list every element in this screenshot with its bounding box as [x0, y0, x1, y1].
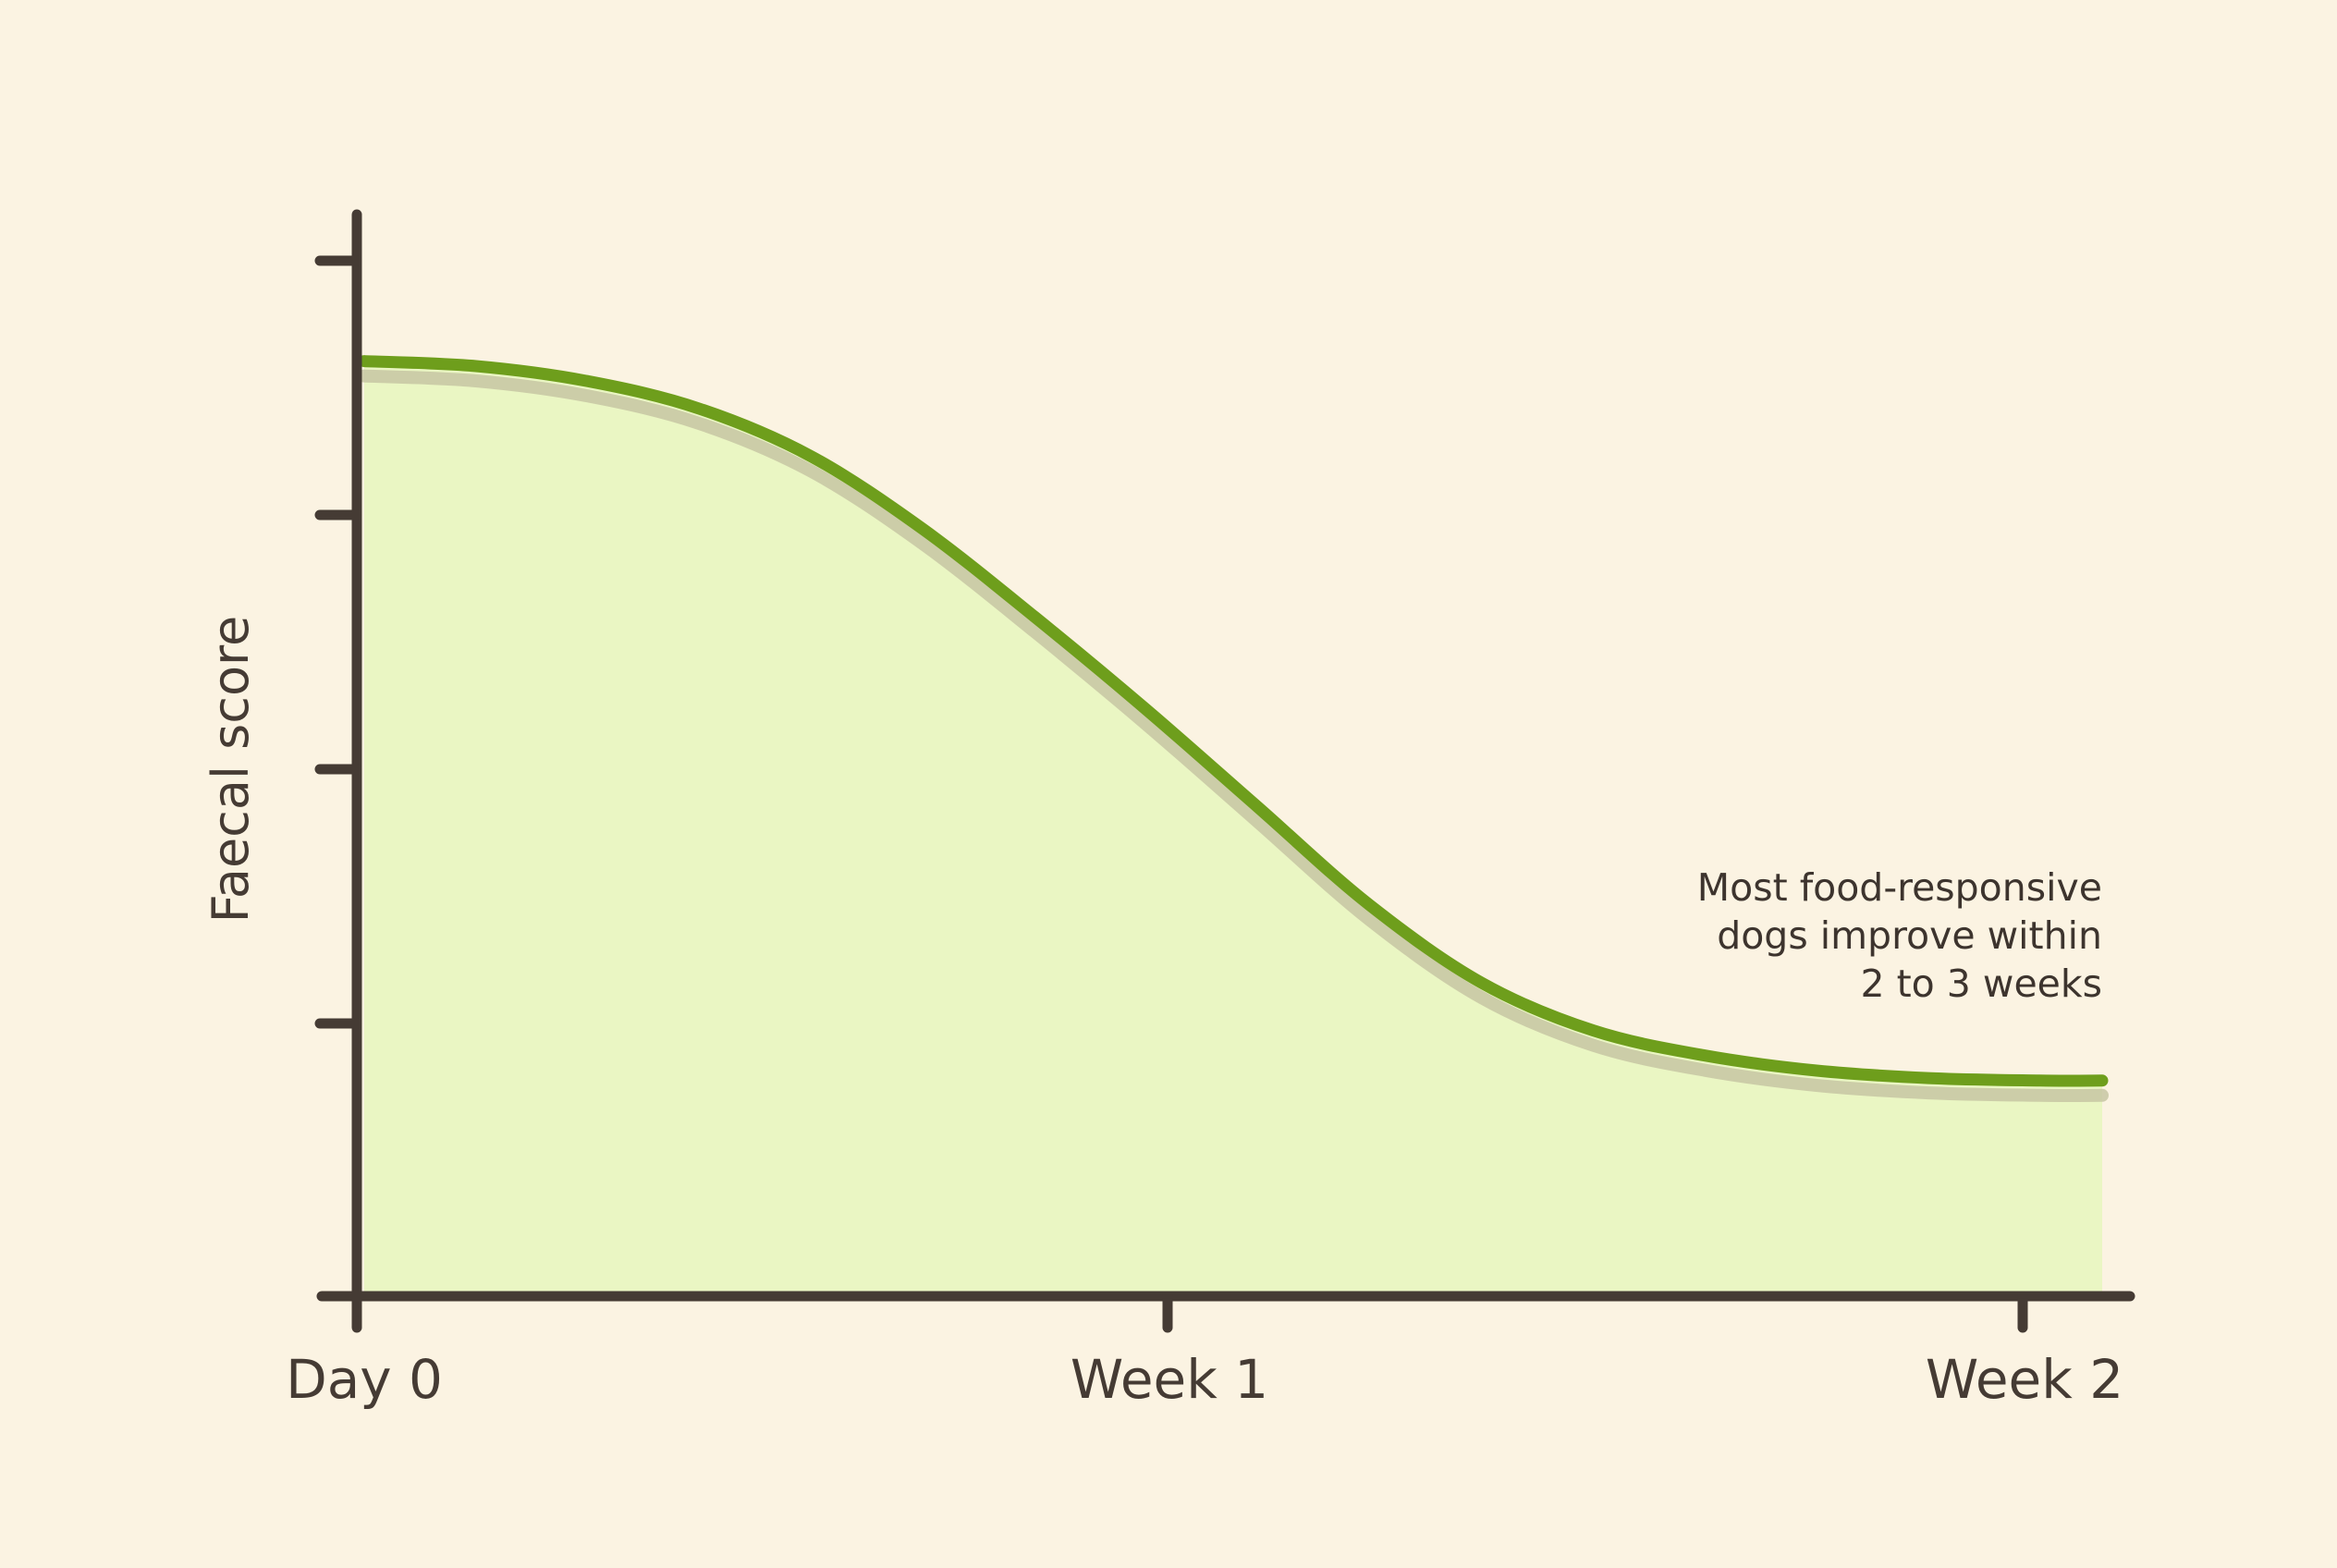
- annotation-line-1: Most food-responsive: [1697, 865, 2102, 910]
- area-layer: [358, 355, 2109, 1297]
- annotation-layer: Most food-responsive dogs improve within…: [1697, 865, 2102, 1006]
- series-line-shadow: [358, 369, 2109, 1103]
- x-tick-label: Day 0: [286, 1348, 443, 1411]
- y-axis-title: Faecal score: [202, 616, 260, 923]
- area-fill: [364, 361, 2102, 1297]
- labels-layer: Faecal score Day 0 Week 1 Week 2: [202, 616, 2123, 1411]
- x-tick-label: Week 2: [1926, 1348, 2123, 1411]
- series-line: [358, 355, 2109, 1087]
- annotation-line-2: dogs improve within: [1717, 913, 2102, 958]
- x-tick-label: Week 1: [1071, 1348, 1268, 1411]
- annotation-line-3: 2 to 3 weeks: [1860, 962, 2102, 1006]
- axes-layer: [314, 209, 2135, 1333]
